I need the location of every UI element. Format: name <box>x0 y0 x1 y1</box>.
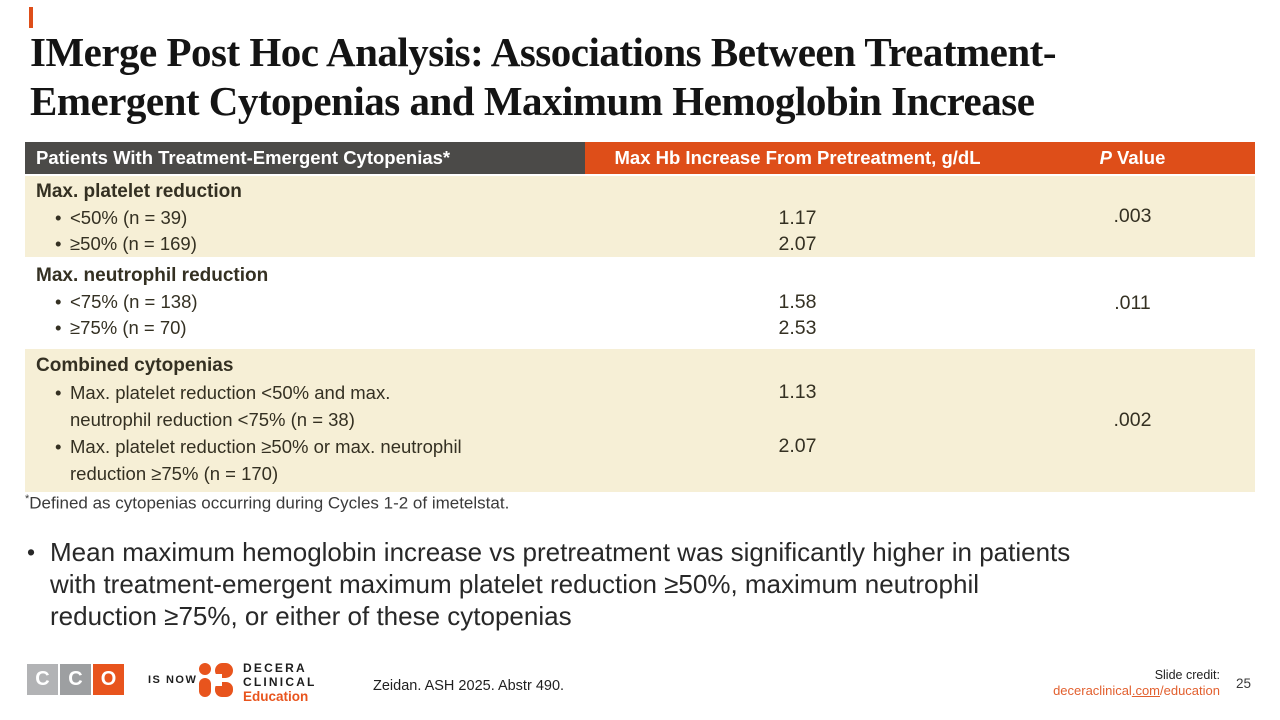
slide-credit-label: Slide credit: <box>1154 668 1220 682</box>
table-header-row: Patients With Treatment-Emergent Cytopen… <box>25 142 1255 174</box>
p-value-cell: .011 <box>1114 291 1151 314</box>
bullet-item: Max. platelet reduction ≥50% or max. neu… <box>36 433 585 487</box>
table-row: Max. platelet reduction <50% (n = 39) ≥5… <box>25 176 1255 257</box>
citation: Zeidan. ASH 2025. Abstr 490. <box>373 678 565 694</box>
key-point-line: Mean maximum hemoglobin increase vs pret… <box>50 537 1071 567</box>
value-cell: 1.58 2.53 <box>778 291 817 339</box>
footnote: *Defined as cytopenias occurring during … <box>25 493 510 513</box>
key-point-line: with treatment-emergent maximum platelet… <box>50 569 979 599</box>
table-row: Max. neutrophil reduction <75% (n = 138)… <box>25 260 1255 346</box>
key-point: Mean maximum hemoglobin increase vs pret… <box>27 536 1259 632</box>
table-row: Combined cytopenias Max. platelet reduct… <box>25 349 1255 492</box>
key-point-line: reduction ≥75%, or either of these cytop… <box>50 601 572 631</box>
bullet-item: ≥50% (n = 169) <box>36 231 585 257</box>
row-category: Combined cytopenias <box>36 355 234 376</box>
page-title: IMerge Post Hoc Analysis: Associations B… <box>30 28 1260 126</box>
is-now-label: IS NOW <box>148 674 198 686</box>
p-value-cell: .003 <box>1113 205 1152 227</box>
accent-mark <box>29 7 33 28</box>
header-cell-patients: Patients With Treatment-Emergent Cytopen… <box>25 142 585 174</box>
bullet-item: <75% (n = 138) <box>36 289 585 315</box>
decera-wordmark: DECERA CLINICAL Education <box>243 661 317 704</box>
cco-letter: O <box>93 664 124 695</box>
bullet-item: <50% (n = 39) <box>36 205 585 231</box>
bullet-item: ≥75% (n = 70) <box>36 315 585 341</box>
cco-logo: C C O <box>27 664 124 695</box>
results-table: Patients With Treatment-Emergent Cytopen… <box>25 142 1255 495</box>
bullet-item: Max. platelet reduction <50% and max. ne… <box>36 379 585 433</box>
footnote-marker: * <box>25 493 30 505</box>
slide-credit-link[interactable]: deceraclinical.com/education <box>1053 683 1220 698</box>
cco-letter: C <box>27 664 58 695</box>
cco-letter: C <box>60 664 91 695</box>
row-category: Max. neutrophil reduction <box>36 265 269 286</box>
slide-credit: Slide credit: deceraclinical.com/educati… <box>1053 667 1220 699</box>
header-cell-p-value: P Value <box>1010 142 1255 174</box>
value-cell: 1.13 2.07 <box>778 381 817 457</box>
value-cell: 1.17 2.07 <box>778 207 817 255</box>
p-value-cell: .002 <box>1113 409 1152 431</box>
page-number: 25 <box>1236 676 1252 691</box>
header-cell-max-hb: Max Hb Increase From Pretreatment, g/dL <box>585 142 1010 174</box>
row-category: Max. platelet reduction <box>36 181 242 202</box>
decera-logo-icon <box>196 660 236 700</box>
page-title-line2: Emergent Cytopenias and Maximum Hemoglob… <box>30 78 1035 124</box>
page-title-line1: IMerge Post Hoc Analysis: Associations B… <box>30 29 1056 75</box>
